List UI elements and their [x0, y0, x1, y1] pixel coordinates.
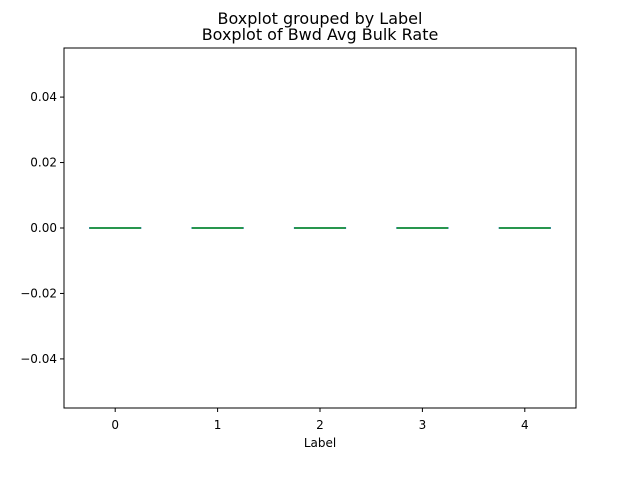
x-tick-label: 3: [419, 418, 427, 432]
box-4: [498, 227, 551, 229]
x-tick-label: 1: [214, 418, 222, 432]
x-tick-label: 0: [111, 418, 119, 432]
y-tick-label: 0.02: [30, 156, 57, 170]
box-1: [191, 227, 244, 229]
chart-title: Boxplot of Bwd Avg Bulk Rate: [202, 25, 439, 44]
x-tick-label: 2: [316, 418, 324, 432]
y-tick-label: −0.04: [20, 352, 57, 366]
box-2: [293, 227, 347, 229]
y-tick-label: 0.00: [30, 221, 57, 235]
box-3: [396, 227, 449, 229]
y-tick-label: −0.02: [20, 286, 57, 300]
y-axis: −0.04 −0.02 0.00 0.02 0.04: [20, 90, 64, 366]
plot-marks: [89, 227, 551, 229]
x-axis-label: Label: [304, 436, 336, 450]
box-0: [89, 227, 142, 229]
y-tick-label: 0.04: [30, 90, 57, 104]
x-tick-label: 4: [521, 418, 529, 432]
x-axis: 0 1 2 3 4: [111, 408, 529, 432]
figure-suptitle: Boxplot grouped by Label: [218, 9, 423, 28]
